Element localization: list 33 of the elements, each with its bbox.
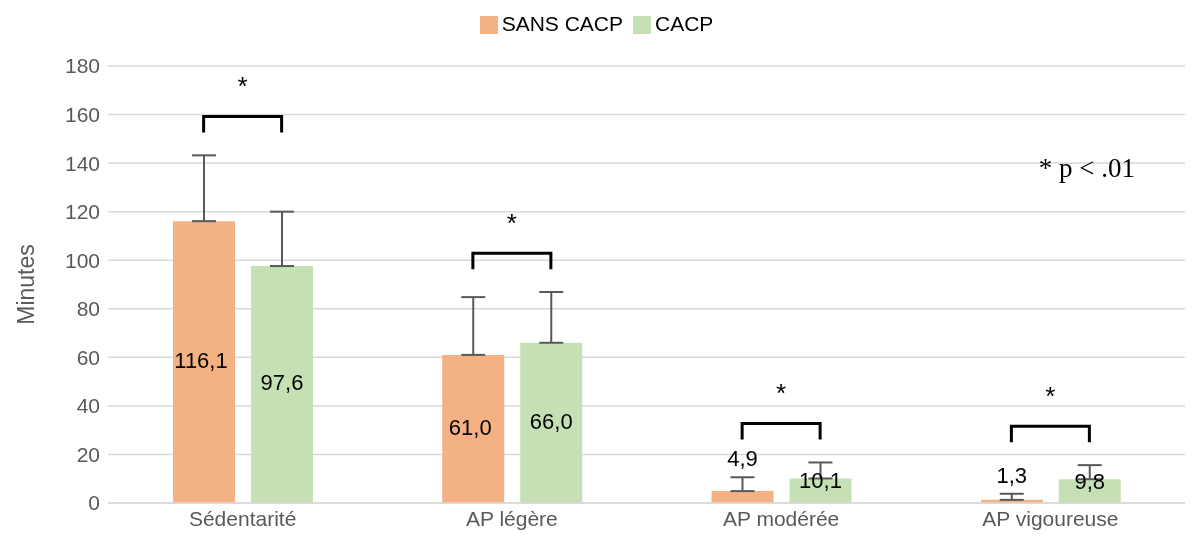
data-label: 4,9 <box>727 446 758 472</box>
x-tick-label: AP modérée <box>722 506 840 530</box>
y-tick-label: 80 <box>76 297 100 321</box>
data-label: 10,1 <box>799 468 842 494</box>
x-tick-label: Sédentarité <box>188 506 297 530</box>
bar <box>173 221 235 503</box>
y-tick-label: 160 <box>64 103 100 127</box>
y-tick-label: 0 <box>88 491 100 515</box>
annotation: * <box>506 207 517 238</box>
data-label: 1,3 <box>996 463 1028 489</box>
x-tick-label: AP légère <box>465 506 558 530</box>
bar <box>251 266 313 503</box>
y-tick-label: 60 <box>76 345 100 369</box>
bar <box>442 354 505 503</box>
bar <box>520 342 583 503</box>
legend-label: SANS CACP <box>501 12 623 35</box>
y-tick-label: 180 <box>64 54 100 78</box>
annotation: * <box>237 71 248 102</box>
y-tick-label: 20 <box>76 442 100 466</box>
y-tick-label: 100 <box>64 248 100 272</box>
data-label: 97,6 <box>260 370 304 396</box>
x-tick-label: AP vigoureuse <box>982 506 1119 530</box>
annotation: * p < .01 <box>1038 153 1135 184</box>
annotation: * <box>776 378 787 409</box>
y-tick-label: 40 <box>76 394 100 418</box>
annotation: * <box>1045 380 1056 411</box>
data-label: 61,0 <box>448 414 492 440</box>
data-label: 116,1 <box>174 347 228 373</box>
y-tick-label: 120 <box>64 200 100 224</box>
y-tick-label: 140 <box>64 151 100 175</box>
legend-label: CACP <box>655 12 714 35</box>
data-label: 66,0 <box>529 408 573 434</box>
y-axis-title: Minutes <box>13 244 40 325</box>
